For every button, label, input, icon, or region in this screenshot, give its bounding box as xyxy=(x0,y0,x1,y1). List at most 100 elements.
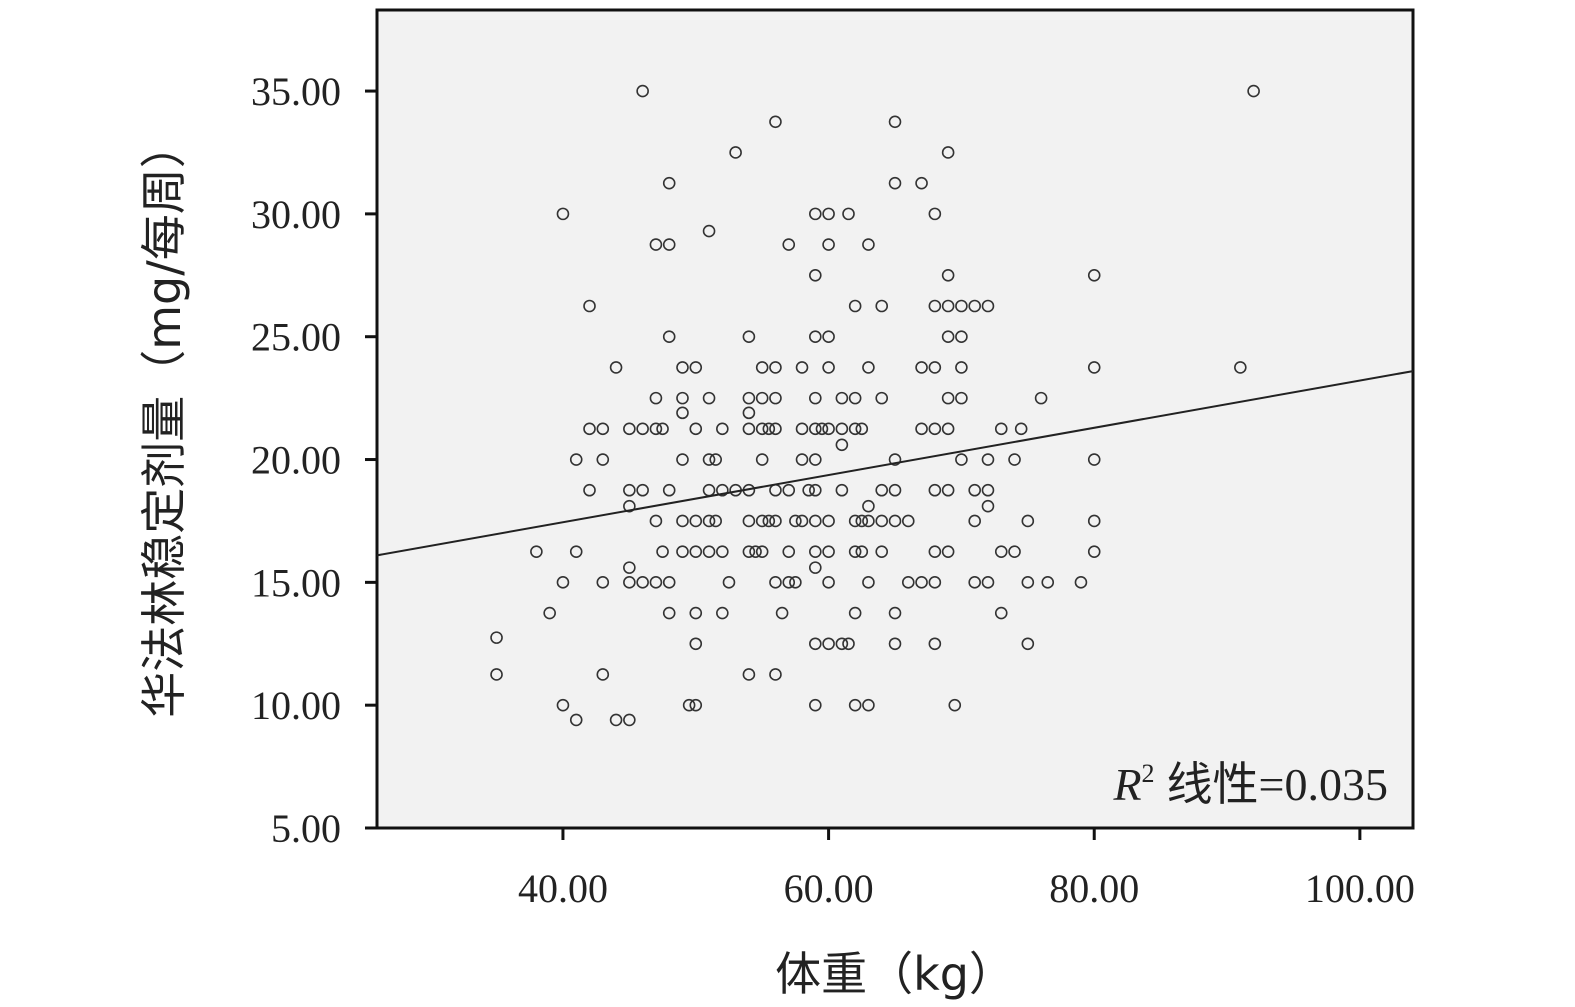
data-point xyxy=(875,483,889,497)
data-point xyxy=(775,606,789,620)
data-point xyxy=(848,391,862,405)
data-point xyxy=(782,576,796,589)
data-point xyxy=(749,545,762,558)
data-point xyxy=(636,84,649,98)
data-point xyxy=(842,207,855,221)
data-point xyxy=(755,453,769,466)
r-squared-value: 线性=0.035 xyxy=(1167,759,1388,810)
data-point xyxy=(1087,514,1101,528)
data-point xyxy=(915,576,928,589)
data-point xyxy=(782,238,796,251)
r-superscript: 2 xyxy=(1142,759,1155,788)
data-point xyxy=(1087,268,1101,282)
data-point xyxy=(569,713,583,727)
r-symbol: R xyxy=(1112,759,1141,810)
data-point xyxy=(782,483,796,497)
data-point xyxy=(915,176,928,190)
data-point xyxy=(742,514,756,528)
data-point xyxy=(795,453,809,466)
data-point xyxy=(789,576,802,589)
data-point xyxy=(569,545,583,558)
data-point xyxy=(689,422,703,436)
data-point xyxy=(676,406,689,420)
x-axis-title: 体重（kg） xyxy=(775,947,1015,1001)
data-point xyxy=(809,545,822,558)
data-point xyxy=(649,514,663,528)
data-point xyxy=(809,330,822,344)
data-point xyxy=(809,268,822,282)
data-point xyxy=(755,391,769,405)
data-point xyxy=(968,514,981,528)
data-point xyxy=(556,576,570,589)
data-point xyxy=(901,576,915,589)
data-point xyxy=(835,391,849,405)
data-point xyxy=(848,299,862,313)
data-point xyxy=(862,361,875,374)
data-point xyxy=(875,545,889,558)
data-point xyxy=(662,238,676,251)
data-point xyxy=(623,713,636,727)
data-point xyxy=(609,361,623,374)
y-axis: 5.00 10.00 15.00 20.00 25.00 30.00 35.00 xyxy=(251,69,377,851)
data-point xyxy=(848,698,862,712)
data-point xyxy=(1008,453,1021,466)
data-point xyxy=(1087,545,1101,558)
data-point xyxy=(1074,576,1088,589)
data-point xyxy=(862,698,875,712)
data-point xyxy=(809,698,822,712)
data-point xyxy=(941,391,955,405)
data-point xyxy=(955,453,968,466)
data-point xyxy=(530,545,543,558)
data-point xyxy=(649,576,663,589)
data-point xyxy=(1021,576,1035,589)
data-point xyxy=(689,514,703,528)
data-point xyxy=(928,637,942,651)
data-point xyxy=(795,422,809,436)
data-point xyxy=(809,453,822,466)
data-point xyxy=(822,361,835,374)
data-point xyxy=(662,606,676,620)
data-point xyxy=(809,483,822,497)
data-point xyxy=(769,391,782,405)
data-point xyxy=(862,499,875,513)
data-point xyxy=(795,361,809,374)
data-point xyxy=(1034,391,1048,405)
data-point xyxy=(941,483,955,497)
data-point xyxy=(596,422,610,436)
y-tick-label: 5.00 xyxy=(271,806,341,851)
data-point xyxy=(649,238,663,251)
data-point xyxy=(709,453,722,466)
data-point xyxy=(855,545,869,558)
data-point xyxy=(981,499,995,513)
data-point xyxy=(682,698,696,712)
data-point xyxy=(789,514,802,528)
data-point xyxy=(1234,361,1247,374)
data-point xyxy=(1014,422,1028,436)
data-point xyxy=(662,176,676,190)
r-squared-annotation: R2 线性=0.035 xyxy=(1112,759,1388,810)
data-point xyxy=(623,483,636,497)
data-point xyxy=(888,514,902,528)
data-point xyxy=(1008,545,1021,558)
data-point xyxy=(809,422,822,436)
data-point xyxy=(802,483,815,497)
data-point xyxy=(769,514,782,528)
data-point xyxy=(994,545,1008,558)
data-point xyxy=(755,422,769,436)
data-point xyxy=(848,422,862,436)
data-point xyxy=(981,299,995,313)
data-point xyxy=(702,224,716,238)
data-point xyxy=(941,330,955,344)
data-point xyxy=(809,637,822,651)
data-point xyxy=(835,438,849,452)
data-point xyxy=(702,391,716,405)
data-point xyxy=(769,576,782,589)
data-point xyxy=(742,330,756,344)
data-point xyxy=(716,422,729,436)
data-point xyxy=(941,545,955,558)
data-point xyxy=(722,576,736,589)
data-point xyxy=(755,361,769,374)
data-point xyxy=(662,483,676,497)
data-point xyxy=(928,576,942,589)
data-point xyxy=(822,637,835,651)
